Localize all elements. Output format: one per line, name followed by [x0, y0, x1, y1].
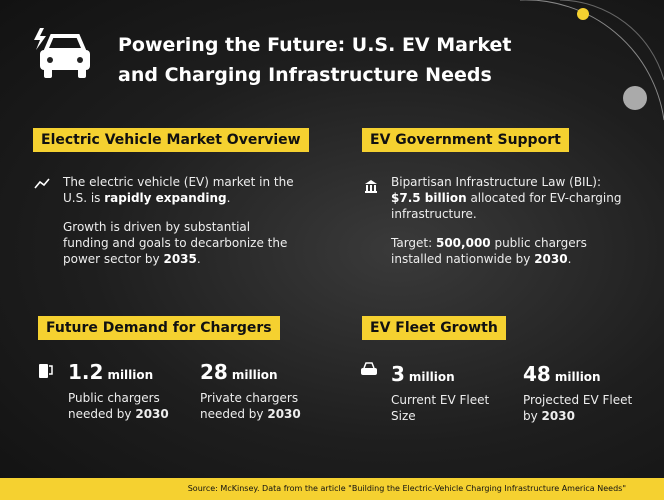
text: 500,000 [435, 236, 491, 250]
text: 2030 [135, 407, 169, 421]
stat: 48 million Projected EV Fleet by 2030 [523, 362, 633, 424]
text: Public chargers needed by [68, 391, 160, 421]
text: 2030 [541, 409, 575, 423]
text: . [226, 191, 231, 205]
text: 28 [200, 360, 228, 384]
text: The electric vehicle (EV) market in the … [63, 175, 294, 205]
stat: 3 million Current EV Fleet Size [391, 362, 491, 424]
text: Projected EV Fleet by [523, 393, 633, 423]
title: Powering the Future: U.S. EV Market and … [118, 34, 512, 86]
text: million [107, 368, 154, 382]
footer: Source: McKinsey. Data from the article … [0, 478, 664, 500]
text: Bipartisan Infrastructure Law (BIL): [391, 175, 601, 189]
text: 3 [391, 362, 405, 386]
text: million [408, 370, 455, 384]
text: rapidly expanding [104, 191, 227, 205]
text: Target: [391, 236, 436, 250]
text: . [567, 252, 572, 266]
text: allocated for EV-charging infrastructure… [391, 191, 622, 221]
stat: 1.2 million Public chargers needed by 203… [68, 360, 188, 422]
text: 1.2 [68, 360, 104, 384]
text: million [554, 370, 601, 384]
text: Growth is driven by substantial funding … [63, 220, 288, 266]
text: 2030 [534, 252, 568, 266]
text: 2030 [267, 407, 301, 421]
paragraph: Growth is driven by substantial funding … [63, 219, 298, 267]
section-heading: EV Government Support [362, 128, 569, 152]
text: Current EV Fleet Size [391, 393, 490, 423]
stat: 28 million Private chargers needed by 203… [200, 360, 320, 422]
section-heading: Electric Vehicle Market Overview [33, 128, 309, 152]
source: Source: McKinsey. Data from the article … [187, 484, 626, 493]
section-heading: Future Demand for Chargers [38, 316, 280, 340]
text: . [196, 252, 201, 266]
text: 2035 [163, 252, 197, 266]
text: million [231, 368, 278, 382]
section-heading: EV Fleet Growth [362, 316, 506, 340]
paragraph: Target: 500,000 public chargers installe… [391, 235, 591, 267]
paragraph: Bipartisan Infrastructure Law (BIL): $7.… [391, 174, 626, 222]
text: Private chargers needed by [200, 391, 299, 421]
paragraph: The electric vehicle (EV) market in the … [63, 174, 298, 206]
text: public chargers installed nationwide by [391, 236, 587, 266]
text: 48 [523, 362, 551, 386]
text: $7.5 billion [391, 191, 467, 205]
